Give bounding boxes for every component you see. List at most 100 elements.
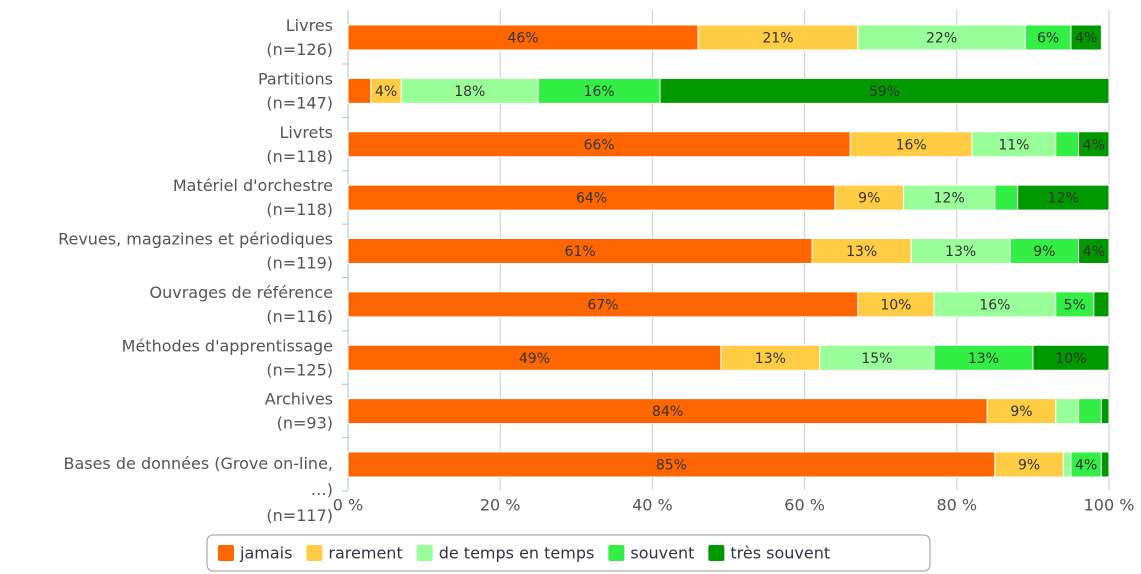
bar-segment: [1055, 398, 1080, 425]
bar-segment: [1078, 238, 1110, 264]
bar-segment: [849, 131, 973, 158]
legend-label: très souvent: [730, 544, 830, 563]
value-label: 59%: [869, 84, 900, 100]
bar-segment: [1078, 398, 1102, 425]
value-label: 85%: [656, 458, 687, 474]
value-label: 13%: [755, 351, 786, 367]
legend-swatch: [218, 545, 234, 561]
value-label: 84%: [652, 404, 683, 420]
value-label: 16%: [979, 297, 1010, 313]
category-label: (n=126): [266, 40, 333, 59]
bar-segment: [347, 344, 722, 371]
category-label: Méthodes d'apprentissage: [122, 336, 333, 355]
bar-segment: [347, 24, 699, 51]
value-label: 67%: [587, 297, 618, 313]
value-label: 4%: [1075, 458, 1097, 474]
legend-swatch: [708, 545, 725, 561]
value-label: 11%: [998, 137, 1029, 153]
bar-segment: [347, 238, 813, 264]
value-label: 4%: [375, 84, 397, 100]
value-label: 12%: [1048, 191, 1079, 207]
bar-segment: [659, 77, 1110, 104]
legend-box: [206, 534, 931, 572]
value-label: 10%: [1055, 351, 1086, 367]
bar-segment: [1017, 184, 1110, 211]
category-label: Matériel d'orchestre: [173, 176, 333, 195]
value-label: 10%: [880, 297, 911, 313]
x-tick-label: 20 %: [480, 496, 521, 515]
legend-label: rarement: [328, 544, 402, 563]
value-label: 9%: [858, 191, 880, 207]
bar-segment: [1093, 291, 1110, 318]
bar-segment: [903, 184, 996, 211]
category-label: Bases de données (Grove on-line,: [63, 454, 333, 473]
category-label: (n=93): [277, 414, 333, 433]
value-label: 12%: [934, 191, 965, 207]
bar-segment: [1062, 451, 1072, 478]
value-label: 64%: [576, 191, 607, 207]
bar-segment: [1100, 398, 1110, 425]
bar-segment: [347, 398, 988, 425]
bar-segment: [1078, 131, 1110, 158]
value-label: 22%: [926, 31, 957, 47]
x-tick-label: 100 %: [1084, 496, 1135, 515]
bar-segment: [1100, 451, 1110, 478]
category-label: …): [311, 480, 333, 499]
value-label: 4%: [1083, 137, 1105, 153]
value-label: 13%: [945, 244, 976, 260]
legend-label: souvent: [630, 544, 694, 563]
x-tick-label: 0 %: [333, 496, 363, 515]
category-label: (n=116): [266, 307, 333, 326]
value-label: 16%: [584, 84, 615, 100]
bar-segment: [811, 238, 912, 264]
category-label: Livres: [286, 16, 333, 35]
value-label: 61%: [565, 244, 596, 260]
bar-segment: [347, 451, 996, 478]
value-label: 9%: [1033, 244, 1055, 260]
value-label: 9%: [1010, 404, 1032, 420]
bar-segment: [1070, 24, 1102, 51]
value-label: 6%: [1037, 31, 1059, 47]
bar-segment: [347, 77, 372, 104]
value-label: 4%: [1083, 244, 1105, 260]
bar-segment: [994, 184, 1019, 211]
category-label: (n=118): [266, 147, 333, 166]
legend-label: jamais: [239, 544, 292, 563]
value-label: 66%: [584, 137, 615, 153]
category-label: Revues, magazines et périodiques: [58, 230, 333, 249]
bar-segment: [1055, 291, 1095, 318]
category-label: (n=147): [266, 93, 333, 112]
category-label: (n=117): [266, 506, 333, 525]
bar-segment: [697, 24, 859, 51]
bar-segment: [986, 398, 1057, 425]
legend-swatch: [306, 545, 323, 561]
bar-segment: [400, 77, 539, 104]
legend-swatch: [416, 545, 433, 561]
bar-segment: [1055, 131, 1080, 158]
category-label: Ouvrages de référence: [150, 283, 334, 302]
bar-segment: [1032, 344, 1110, 371]
category-label: Livrets: [279, 123, 333, 142]
bar-segment: [1009, 238, 1080, 264]
x-tick-label: 60 %: [784, 496, 825, 515]
value-label: 13%: [846, 244, 877, 260]
value-label: 13%: [968, 351, 999, 367]
bar-segment: [994, 451, 1064, 478]
legend-label: de temps en temps: [439, 544, 595, 563]
category-label: (n=125): [266, 360, 333, 379]
category-label: (n=118): [266, 200, 333, 219]
bar-segment: [347, 184, 836, 211]
category-label: (n=119): [266, 254, 333, 273]
value-label: 21%: [762, 31, 793, 47]
bar-segment: [370, 77, 402, 104]
value-label: 18%: [454, 84, 485, 100]
value-label: 9%: [1018, 458, 1040, 474]
value-label: 5%: [1064, 297, 1086, 313]
bar-segment: [910, 238, 1011, 264]
legend-swatch: [608, 545, 625, 561]
category-label: Partitions: [258, 69, 333, 88]
bar-segment: [1024, 24, 1072, 51]
value-label: 4%: [1075, 31, 1097, 47]
value-label: 46%: [507, 31, 538, 47]
